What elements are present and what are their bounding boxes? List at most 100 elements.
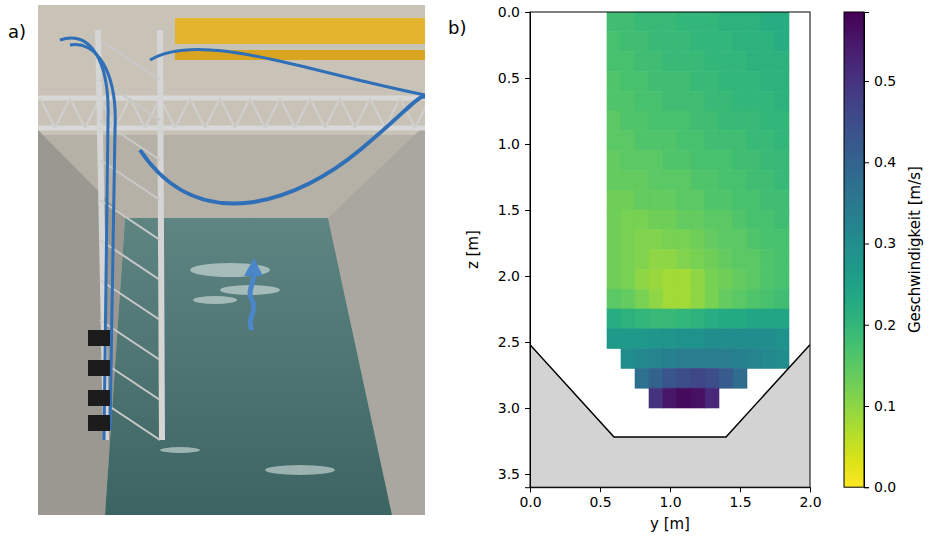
truss-brace bbox=[265, 98, 280, 128]
cell bbox=[705, 12, 719, 32]
cell bbox=[621, 151, 635, 171]
tick: 2.5 bbox=[498, 334, 530, 350]
tick-label: 1.0 bbox=[659, 494, 681, 510]
cell bbox=[719, 32, 733, 52]
cell bbox=[733, 250, 747, 270]
cell bbox=[677, 71, 691, 91]
truss-brace bbox=[340, 98, 355, 128]
cell bbox=[607, 170, 621, 190]
cell bbox=[705, 151, 719, 171]
cell bbox=[677, 269, 691, 289]
cell bbox=[663, 170, 677, 190]
water bbox=[105, 218, 392, 515]
water-glint bbox=[160, 447, 200, 453]
cell bbox=[705, 52, 719, 72]
cell bbox=[747, 210, 761, 230]
cell bbox=[663, 388, 677, 408]
tick: 1.5 bbox=[729, 487, 751, 510]
figure: a)0.00.51.01.52.00.00.51.01.52.02.53.03.… bbox=[0, 0, 941, 541]
cell bbox=[691, 32, 705, 52]
tick-mark bbox=[864, 325, 869, 326]
cell bbox=[635, 250, 649, 270]
cell bbox=[635, 269, 649, 289]
cell bbox=[733, 230, 747, 250]
cell bbox=[775, 12, 789, 32]
cell bbox=[761, 131, 775, 151]
cell bbox=[705, 269, 719, 289]
cell bbox=[607, 52, 621, 72]
cell bbox=[621, 131, 635, 151]
cell bbox=[607, 12, 621, 32]
cell bbox=[649, 289, 663, 309]
flow-arrow bbox=[250, 270, 254, 330]
cell bbox=[635, 170, 649, 190]
tick-mark bbox=[525, 144, 530, 145]
cell bbox=[775, 329, 789, 349]
truss-brace bbox=[280, 98, 295, 128]
cell bbox=[719, 250, 733, 270]
cell bbox=[761, 71, 775, 91]
cell bbox=[719, 309, 733, 329]
cell bbox=[635, 289, 649, 309]
cell bbox=[691, 309, 705, 329]
cell bbox=[635, 309, 649, 329]
tick-label: 0.5 bbox=[874, 73, 896, 89]
cell bbox=[747, 329, 761, 349]
cell bbox=[635, 210, 649, 230]
x-axis: 0.00.51.01.52.0 bbox=[519, 487, 821, 510]
tick-label: 0.5 bbox=[589, 494, 611, 510]
cell bbox=[775, 309, 789, 329]
cell bbox=[719, 71, 733, 91]
cell bbox=[677, 230, 691, 250]
cell bbox=[649, 349, 663, 369]
cell bbox=[691, 329, 705, 349]
cell bbox=[621, 289, 635, 309]
cell bbox=[761, 111, 775, 131]
cell bbox=[733, 131, 747, 151]
cell bbox=[691, 52, 705, 72]
cell bbox=[677, 151, 691, 171]
tick: 0.3 bbox=[864, 235, 896, 251]
panel-label: b) bbox=[448, 17, 466, 38]
cell bbox=[635, 349, 649, 369]
cell bbox=[621, 190, 635, 210]
cell bbox=[747, 170, 761, 190]
cell bbox=[691, 71, 705, 91]
cell bbox=[705, 32, 719, 52]
cell bbox=[649, 131, 663, 151]
cell bbox=[775, 151, 789, 171]
cell bbox=[663, 289, 677, 309]
cell bbox=[663, 329, 677, 349]
cell bbox=[691, 131, 705, 151]
cell bbox=[691, 349, 705, 369]
cable bbox=[150, 49, 425, 95]
cell bbox=[677, 91, 691, 111]
cell bbox=[691, 368, 705, 388]
cell bbox=[705, 368, 719, 388]
photo bbox=[38, 5, 425, 515]
sensor bbox=[88, 360, 110, 376]
cell bbox=[747, 12, 761, 32]
cell bbox=[705, 131, 719, 151]
cell bbox=[705, 170, 719, 190]
yellow-beam bbox=[175, 50, 425, 60]
cell bbox=[691, 190, 705, 210]
cell bbox=[691, 170, 705, 190]
tick-label: 1.0 bbox=[498, 136, 520, 152]
cell bbox=[649, 91, 663, 111]
cell bbox=[761, 289, 775, 309]
water-glint bbox=[193, 296, 237, 304]
plot-frame bbox=[530, 12, 810, 487]
tick: 1.0 bbox=[498, 136, 530, 152]
photo-background bbox=[38, 5, 425, 515]
truss-brace bbox=[55, 98, 70, 128]
tick: 0.2 bbox=[864, 317, 896, 333]
cell bbox=[775, 32, 789, 52]
cell bbox=[649, 52, 663, 72]
truss-brace bbox=[190, 98, 205, 128]
cell bbox=[761, 170, 775, 190]
tick-label: 2.0 bbox=[498, 268, 520, 284]
truss-brace bbox=[370, 98, 385, 128]
cell bbox=[663, 151, 677, 171]
cell bbox=[733, 91, 747, 111]
